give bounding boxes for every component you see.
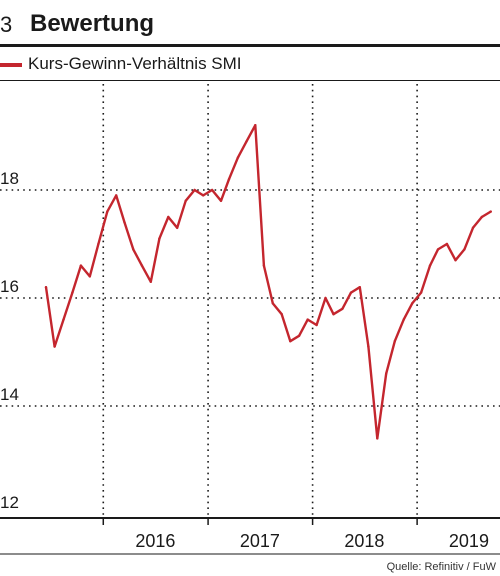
legend-label: Kurs-Gewinn-Verhältnis SMI (28, 54, 242, 73)
data-point (349, 291, 353, 294)
legend-swatch (0, 63, 22, 67)
data-point (245, 140, 248, 143)
chart-title: Bewertung (30, 10, 155, 37)
data-point (202, 194, 205, 197)
data-point (88, 275, 92, 278)
data-point (297, 334, 301, 337)
title-rule (0, 44, 500, 47)
data-point (471, 226, 475, 229)
data-point (176, 226, 179, 229)
data-point (428, 264, 432, 267)
data-point (306, 318, 309, 321)
data-point (44, 286, 48, 289)
series-line (44, 123, 492, 440)
y-tick-label: 18 (0, 169, 19, 188)
x-tick-label: 2016 (135, 531, 175, 551)
y-tick-label: 16 (0, 277, 19, 296)
data-point (385, 372, 388, 375)
data-point (445, 242, 449, 246)
y-tick-label: 14 (0, 385, 19, 404)
data-point (271, 302, 274, 305)
x-tick-label: 2019 (449, 531, 489, 551)
data-point (402, 318, 405, 321)
data-point (376, 437, 379, 440)
data-point (132, 248, 135, 251)
data-point (158, 237, 161, 240)
data-point (227, 178, 231, 181)
x-tick-label: 2018 (344, 531, 384, 551)
data-point (219, 199, 223, 202)
data-point (393, 340, 396, 343)
data-point (115, 194, 118, 197)
data-point (280, 313, 283, 316)
data-point (167, 215, 170, 219)
data-point (106, 210, 109, 213)
data-point (454, 259, 457, 262)
data-point (236, 156, 240, 159)
data-point (62, 318, 65, 321)
data-point (140, 264, 144, 267)
chart-header: 3 Bewertung (0, 6, 500, 38)
data-point (367, 345, 370, 348)
figure-number: 3 (0, 12, 13, 37)
data-point (210, 188, 214, 192)
x-tick-label: 2017 (240, 531, 280, 551)
data-point (289, 340, 292, 343)
data-point (262, 264, 266, 267)
data-point (53, 345, 56, 348)
source-note: Quelle: Refinitiv / FuW (386, 561, 496, 573)
legend-rule (0, 80, 500, 81)
data-point (436, 248, 440, 251)
data-point (315, 323, 318, 327)
y-tick-label: 12 (0, 493, 19, 512)
data-point (411, 302, 414, 305)
data-point (184, 199, 187, 202)
data-point (324, 296, 327, 300)
data-point (332, 313, 335, 316)
data-point (254, 124, 257, 127)
data-point (193, 188, 196, 192)
data-point (149, 280, 152, 283)
data-point (358, 286, 361, 289)
data-point (71, 291, 74, 294)
data-point (79, 264, 83, 267)
data-point (341, 307, 344, 310)
data-point (97, 242, 100, 246)
data-point (489, 210, 492, 213)
data-point (480, 215, 483, 219)
data-point (463, 248, 466, 251)
data-point (419, 291, 423, 294)
data-point (123, 221, 126, 224)
